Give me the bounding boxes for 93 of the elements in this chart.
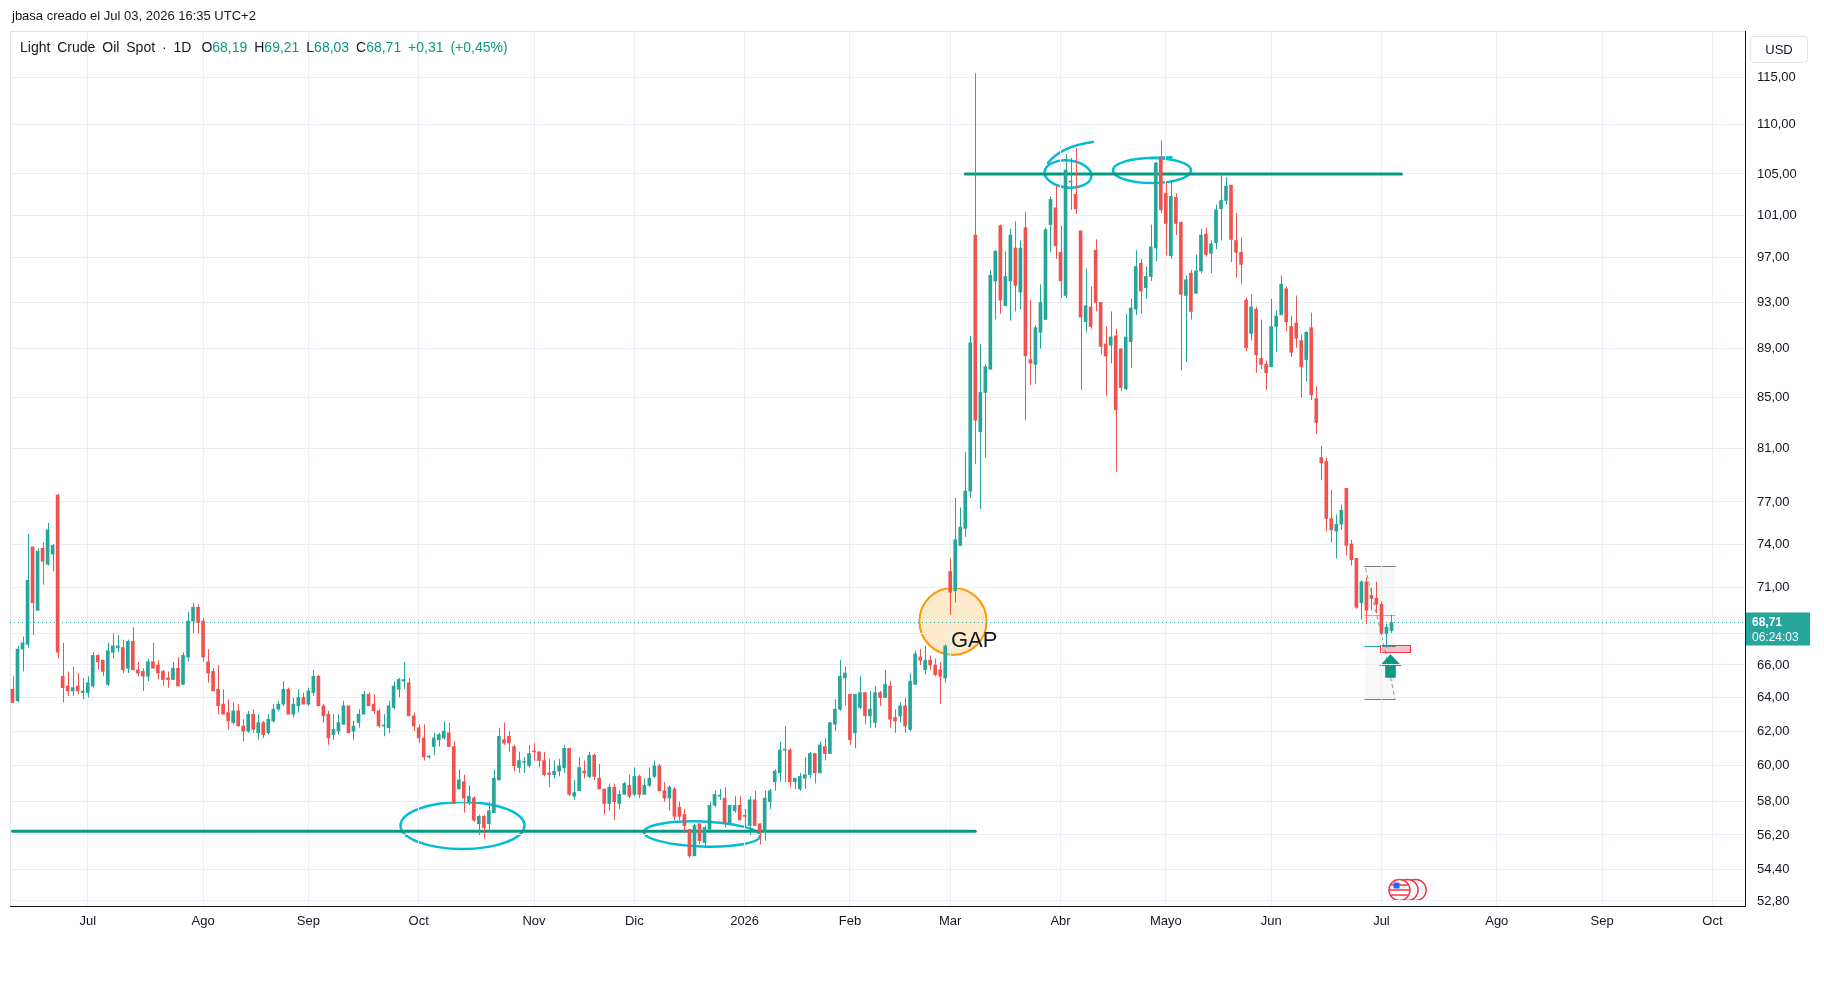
candlestick (1369, 587, 1374, 611)
y-tick-label: 52,80 (1757, 892, 1790, 908)
candlestick (466, 784, 471, 806)
x-tick-label: Jun (1260, 913, 1282, 929)
candlestick (75, 672, 80, 695)
x-tick-label: 2026 (730, 913, 760, 929)
candlestick (266, 713, 271, 736)
y-tick-label: 58,00 (1757, 793, 1790, 809)
candlestick (742, 808, 747, 828)
candlestick (807, 751, 812, 779)
y-tick-label: 64,00 (1757, 689, 1790, 705)
y-tick-label: 60,00 (1757, 757, 1790, 773)
candlestick (777, 740, 782, 783)
candlestick (577, 756, 581, 792)
candlestick (121, 639, 125, 674)
y-tick-label: 115,00 (1757, 69, 1796, 85)
candlestick (291, 697, 296, 719)
x-tick-label: Sep (296, 913, 320, 929)
candlestick (456, 768, 461, 790)
ref-line-label: 68,71 (1752, 614, 1783, 629)
y-tick-label: 85,00 (1757, 389, 1790, 405)
y-tick-label: 89,00 (1757, 340, 1790, 356)
y-tick-label: 74,00 (1757, 535, 1790, 551)
y-tick-label: 71,00 (1757, 579, 1790, 595)
candlestick (823, 737, 827, 762)
candlestick (421, 723, 426, 762)
text: jbasa creado el Jul 03, 2026 16:35 UTC+2 (12, 8, 256, 24)
candlestick (1194, 254, 1198, 294)
candlestick (863, 692, 867, 725)
candlestick (602, 788, 607, 815)
candlestick (903, 697, 907, 734)
y-tick-label: 110,00 (1757, 116, 1796, 132)
x-tick-label: Mar (939, 913, 963, 929)
y-tick-label: 62,00 (1757, 722, 1790, 738)
candlestick (898, 702, 902, 724)
y-tick-label: 105,00 (1757, 165, 1797, 181)
candlestick (1334, 513, 1339, 559)
candlestick (607, 783, 612, 812)
candlestick (241, 718, 245, 742)
candlestick (1108, 310, 1113, 364)
candlestick (1204, 227, 1208, 258)
y-tick-label: 66,00 (1757, 656, 1790, 672)
candlestick (632, 767, 637, 797)
text: Light Crude Oil Spot · 1D (20, 39, 192, 55)
candlestick (757, 823, 762, 845)
candlestick (1209, 239, 1213, 274)
x-tick-label: Dic (624, 913, 645, 929)
y-tick-label: 97,00 (1757, 249, 1790, 265)
text: 06:24:03 (1752, 630, 1800, 645)
y-tick-label: 93,00 (1757, 293, 1790, 309)
candlestick (923, 645, 927, 676)
candlestick (1184, 274, 1188, 363)
y-tick-label: 81,00 (1757, 440, 1790, 455)
x-tick-label: Jul (79, 913, 97, 929)
x-tick-label: Ago (191, 913, 215, 929)
candlestick (592, 753, 597, 781)
candlestick (948, 557, 953, 616)
y-tick-label: 101,00 (1757, 206, 1797, 222)
x-tick-label: Jul (1373, 913, 1390, 929)
x-tick-label: Abr (1050, 913, 1072, 929)
candlestick (246, 710, 251, 734)
candlestick (441, 720, 446, 741)
x-tick-label: Sep (1590, 913, 1614, 929)
candlestick (231, 702, 235, 725)
x-tick-label: Oct (408, 913, 430, 929)
candlestick (176, 656, 180, 687)
candlestick (587, 751, 591, 779)
candlestick (883, 669, 887, 699)
y-axis-title: USD (1750, 36, 1808, 63)
candlestick (251, 708, 256, 734)
candlestick (597, 763, 602, 790)
x-tick-label: Nov (522, 913, 547, 929)
x-tick-label: Feb (838, 913, 862, 929)
candlestick (627, 774, 632, 799)
x-tick-label: Mayo (1149, 913, 1182, 929)
y-tick-label: 56,20 (1757, 826, 1790, 842)
candlestick (416, 723, 421, 744)
candlestick (472, 795, 476, 823)
x-tick-label: Ago (1485, 913, 1509, 929)
y-tick-label: 77,00 (1757, 493, 1790, 509)
candlestick (461, 774, 466, 814)
candlestick (512, 744, 516, 772)
candlestick (727, 804, 732, 825)
candlestick (256, 713, 261, 741)
candlestick (612, 783, 617, 821)
text: O68,19 H69,21 L68,03 C68,71 +0,31 (+0,45%) (201, 39, 508, 55)
candlestick (146, 658, 150, 682)
candlestick (482, 813, 486, 840)
x-tick-label: Oct (1702, 913, 1723, 929)
y-tick-label: 54,40 (1757, 860, 1790, 876)
candlestick (477, 813, 481, 836)
candlestick (572, 779, 576, 801)
candlestick (637, 774, 642, 799)
